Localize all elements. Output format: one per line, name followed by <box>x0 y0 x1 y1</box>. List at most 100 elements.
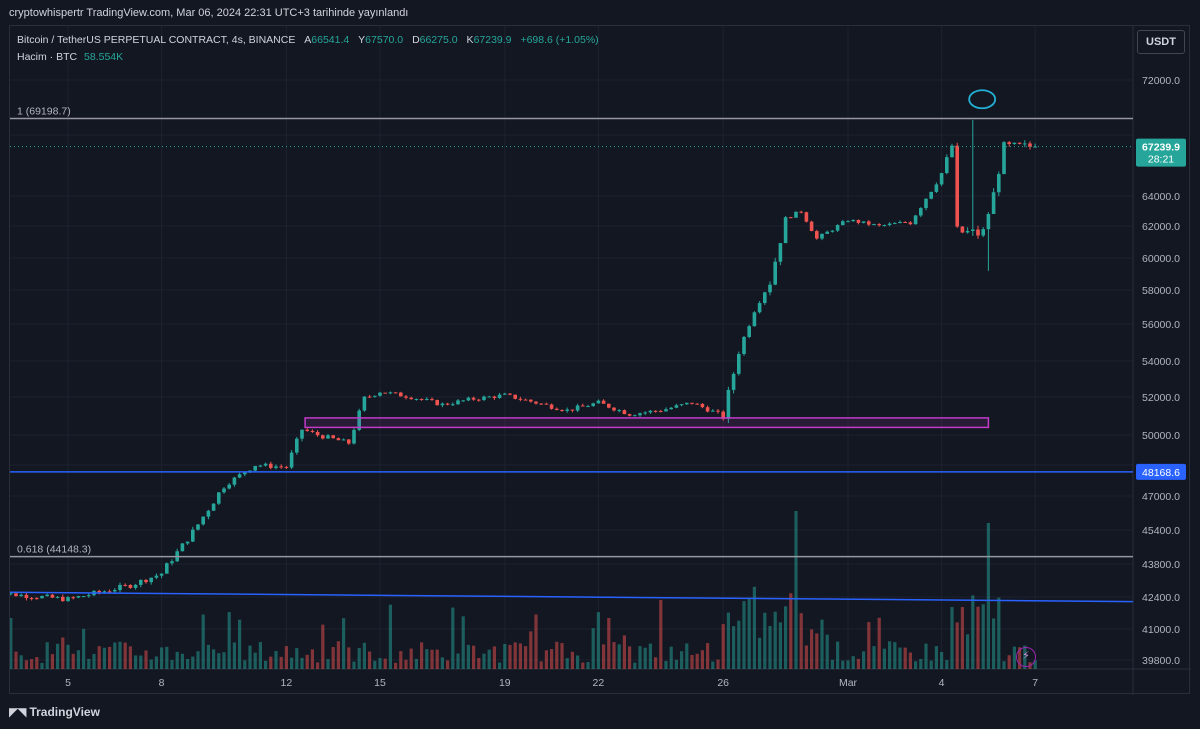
volume-bar <box>368 651 372 669</box>
y-tick-label: 62000.0 <box>1142 221 1180 233</box>
symbol-legend: Bitcoin / TetherUS PERPETUAL CONTRACT, 4… <box>17 34 599 46</box>
volume-bar <box>212 649 216 669</box>
volume-bar <box>378 658 382 669</box>
candle-body <box>165 563 169 574</box>
candle-body <box>269 463 273 468</box>
volume-bar <box>498 662 502 669</box>
candle <box>690 402 694 405</box>
tradingview-logo[interactable]: ◤◥ TradingView <box>9 705 100 719</box>
candle <box>669 406 673 410</box>
candle <box>1028 141 1032 150</box>
chart-frame[interactable]: 1 (69198.7) 0.618 (44148.3) 48168.6 67239.9… <box>9 25 1191 695</box>
candle-body <box>731 373 736 390</box>
volume-bar <box>513 642 517 669</box>
volume-bar <box>820 619 824 669</box>
volume-bar <box>830 659 834 669</box>
candle-body <box>783 217 788 244</box>
candle-body <box>565 409 569 411</box>
candle <box>24 592 29 601</box>
candle-body <box>107 591 112 593</box>
candle <box>404 394 408 400</box>
candle-body <box>191 529 195 542</box>
candle-body <box>227 484 231 489</box>
volume-bar <box>362 642 366 669</box>
candle <box>315 430 320 437</box>
volume-bar <box>399 651 403 669</box>
candle-body <box>404 396 408 398</box>
candle-body <box>253 465 257 471</box>
candle <box>513 394 517 400</box>
price-chart[interactable]: 1 (69198.7) 0.618 (44148.3) 48168.6 67239.9… <box>10 26 1191 695</box>
candle-body <box>679 404 684 406</box>
volume-bar <box>123 642 127 669</box>
candle-body <box>159 573 164 576</box>
candle <box>877 223 881 227</box>
volume-bar <box>607 618 611 669</box>
candle-body <box>10 593 13 595</box>
candle <box>466 396 471 402</box>
lightning-icon[interactable]: ⚡ <box>1016 647 1036 667</box>
candle-body <box>555 408 559 411</box>
candle <box>648 410 653 414</box>
candle <box>700 402 705 409</box>
candle <box>71 596 75 600</box>
candle <box>997 171 1001 197</box>
candle-body <box>35 598 39 600</box>
volume-bar <box>253 652 257 669</box>
candle <box>76 595 81 599</box>
volume-bar <box>732 626 736 669</box>
candle-body <box>768 284 772 293</box>
volume-bar <box>113 642 117 669</box>
volume-bar <box>612 642 616 669</box>
candle-body <box>737 353 741 374</box>
volume-bar <box>144 650 148 669</box>
volume-bar <box>175 651 179 669</box>
candle-body <box>133 584 138 588</box>
candle <box>601 399 606 404</box>
volume-bar <box>290 657 294 669</box>
volume-bar <box>914 661 918 669</box>
candle-body <box>575 405 580 411</box>
candle <box>1023 140 1027 148</box>
volume-bar <box>685 643 689 669</box>
candle-body <box>445 403 450 405</box>
candle <box>815 229 819 240</box>
candle <box>425 397 429 401</box>
volume-bar <box>633 662 637 669</box>
candle <box>456 398 460 405</box>
candle <box>336 437 341 441</box>
volume-bar <box>394 662 398 669</box>
candle-body <box>778 243 783 262</box>
volume-bar <box>570 651 574 669</box>
candle <box>445 402 450 406</box>
volume-bar <box>893 642 897 669</box>
candle <box>898 220 902 224</box>
candle <box>497 392 502 399</box>
candle-body <box>487 396 491 398</box>
currency-button[interactable]: USDT <box>1137 30 1185 54</box>
candle <box>237 472 242 479</box>
candle-body <box>622 410 627 415</box>
candle <box>555 407 559 411</box>
candle <box>570 409 575 413</box>
candle-body <box>1012 142 1017 144</box>
candle <box>175 548 179 562</box>
candle <box>924 198 928 211</box>
candle-body <box>19 594 23 597</box>
candle-body <box>55 596 60 598</box>
candle-body <box>913 215 918 225</box>
candle <box>45 593 49 597</box>
volume-bar <box>945 660 949 669</box>
candle-body <box>633 415 637 417</box>
candle <box>300 429 304 442</box>
volume-bar <box>373 660 377 669</box>
volume-bar <box>929 660 933 669</box>
candle-body <box>237 474 242 478</box>
candle-body <box>477 399 481 401</box>
volume-bar <box>87 658 91 669</box>
candle <box>440 402 445 408</box>
candle-body <box>315 431 320 436</box>
candle-body <box>211 503 216 511</box>
candle-body <box>799 211 803 213</box>
volume-bar <box>321 624 325 669</box>
